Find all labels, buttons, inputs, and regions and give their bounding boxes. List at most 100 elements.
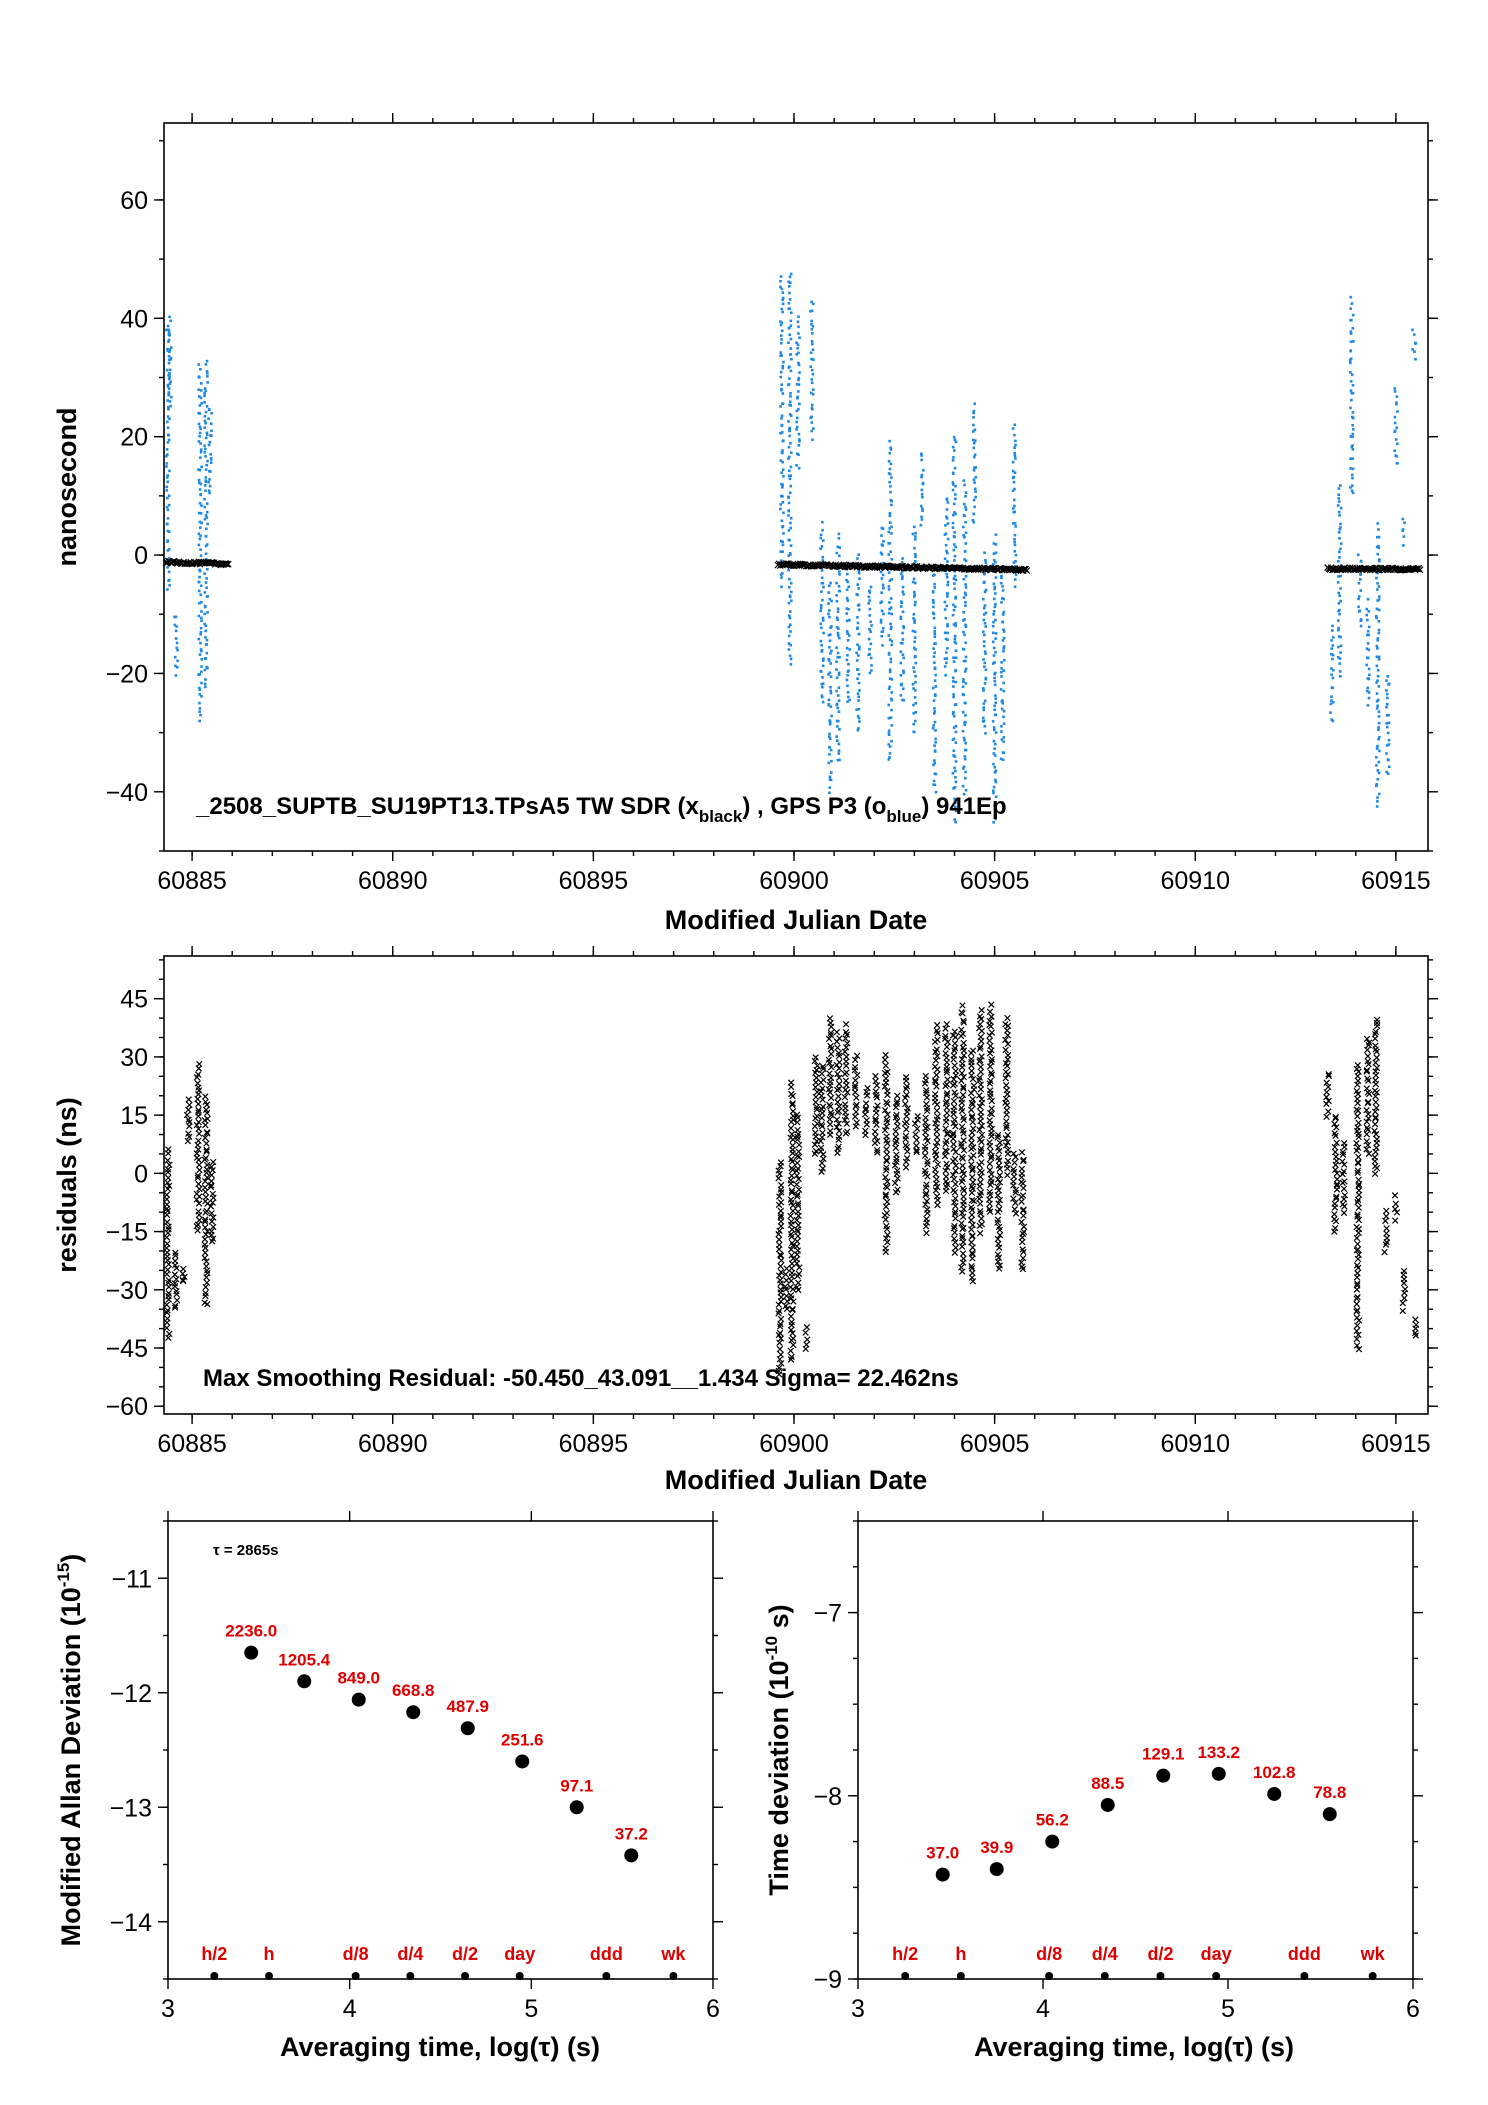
- deviation-point: [989, 1862, 1004, 1877]
- gps-point: [810, 327, 814, 331]
- gps-point: [1365, 613, 1369, 617]
- gps-point: [203, 444, 206, 448]
- gps-point: [208, 440, 212, 444]
- gps-point: [203, 484, 207, 487]
- gps-point: [961, 685, 965, 688]
- residual-point: [994, 1134, 1002, 1141]
- gps-point: [953, 554, 957, 558]
- gps-point: [919, 523, 923, 527]
- gps-point: [887, 716, 891, 720]
- gps-point: [1376, 679, 1379, 682]
- gps-point: [780, 307, 783, 311]
- gps-point: [1377, 598, 1381, 601]
- gps-point: [982, 708, 986, 712]
- gps-point: [953, 605, 957, 609]
- gps-point: [879, 621, 883, 624]
- residual-point: [776, 1339, 783, 1346]
- gps-point: [167, 338, 171, 342]
- residual-point: [789, 1207, 797, 1215]
- gps-point: [780, 431, 784, 434]
- residual-point: [1332, 1113, 1339, 1121]
- residual-point: [171, 1280, 179, 1287]
- residual-point: [1354, 1270, 1361, 1277]
- gps-point: [835, 551, 839, 555]
- gps-point: [200, 670, 203, 674]
- gps-point: [1351, 484, 1354, 487]
- residual-point: [1012, 1199, 1019, 1207]
- gps-point: [174, 629, 178, 633]
- residual-point: [853, 1094, 860, 1101]
- gps-point: [828, 753, 831, 756]
- residual-point: [1004, 1157, 1012, 1165]
- residual-point: [835, 1127, 843, 1135]
- gps-point: [1002, 689, 1006, 693]
- gps-point: [951, 771, 955, 775]
- gps-point: [199, 554, 203, 557]
- residual-point: [987, 1077, 994, 1085]
- residual-point: [933, 1133, 941, 1141]
- residual-point: [825, 1056, 833, 1064]
- residual-point: [884, 1178, 891, 1185]
- gps-point: [819, 547, 822, 551]
- gps-point: [1365, 607, 1369, 611]
- residual-point: [1365, 1150, 1373, 1157]
- gps-point: [934, 729, 937, 732]
- residual-point: [863, 1088, 870, 1096]
- gps-point: [203, 426, 206, 430]
- gps-point: [889, 716, 893, 719]
- residual-point: [942, 1147, 949, 1154]
- gps-point: [991, 640, 995, 644]
- mdev-y-axis-label: Modified Allan Deviation (10-15): [54, 1554, 86, 1947]
- gps-point: [836, 610, 840, 613]
- gps-point: [1414, 341, 1417, 345]
- gps-point: [1338, 675, 1342, 678]
- deviation-point: [624, 1848, 639, 1863]
- gps-point: [1013, 510, 1016, 514]
- gps-point: [889, 550, 892, 554]
- gps-point: [912, 577, 916, 581]
- gps-point: [899, 617, 903, 620]
- residual-point: [933, 1193, 941, 1200]
- gps-point: [205, 359, 209, 363]
- residual-point: [164, 1266, 171, 1274]
- gps-point: [888, 638, 892, 642]
- residual-point: [202, 1216, 209, 1223]
- phase-gps-series: [165, 272, 1417, 824]
- gps-point: [795, 341, 798, 345]
- gps-point: [913, 590, 916, 594]
- gps-point: [845, 596, 849, 600]
- gps-point: [819, 609, 823, 613]
- gps-point: [827, 612, 830, 616]
- residual-point: [1355, 1204, 1363, 1211]
- residual-point: [165, 1277, 173, 1284]
- gps-point: [887, 743, 891, 746]
- residual-point: [201, 1254, 208, 1262]
- gps-point: [881, 527, 885, 531]
- gps-point: [836, 634, 840, 637]
- y-tick-label: 40: [120, 305, 148, 333]
- gps-point: [165, 368, 169, 372]
- residual-point: [1373, 1104, 1380, 1112]
- gps-point: [197, 422, 201, 426]
- gps-point: [797, 407, 800, 411]
- residual-point: [1354, 1280, 1361, 1287]
- gps-point: [954, 809, 958, 813]
- x-tick-label: 60915: [1361, 1430, 1431, 1458]
- gps-point: [944, 637, 948, 641]
- gps-point: [782, 360, 785, 364]
- gps-point: [166, 383, 170, 387]
- gps-point: [819, 533, 823, 537]
- gps-point: [203, 591, 207, 594]
- residual-point: [1002, 1135, 1010, 1142]
- gps-point: [197, 363, 201, 366]
- gps-point: [820, 695, 824, 699]
- residual-point: [1004, 1131, 1011, 1139]
- gps-point: [933, 651, 936, 655]
- gps-point: [951, 459, 955, 462]
- gps-point: [902, 593, 905, 596]
- residual-point: [863, 1117, 870, 1124]
- gps-point: [206, 522, 209, 526]
- gps-point: [796, 343, 800, 347]
- gps-point: [983, 590, 987, 594]
- gps-point: [1377, 628, 1381, 632]
